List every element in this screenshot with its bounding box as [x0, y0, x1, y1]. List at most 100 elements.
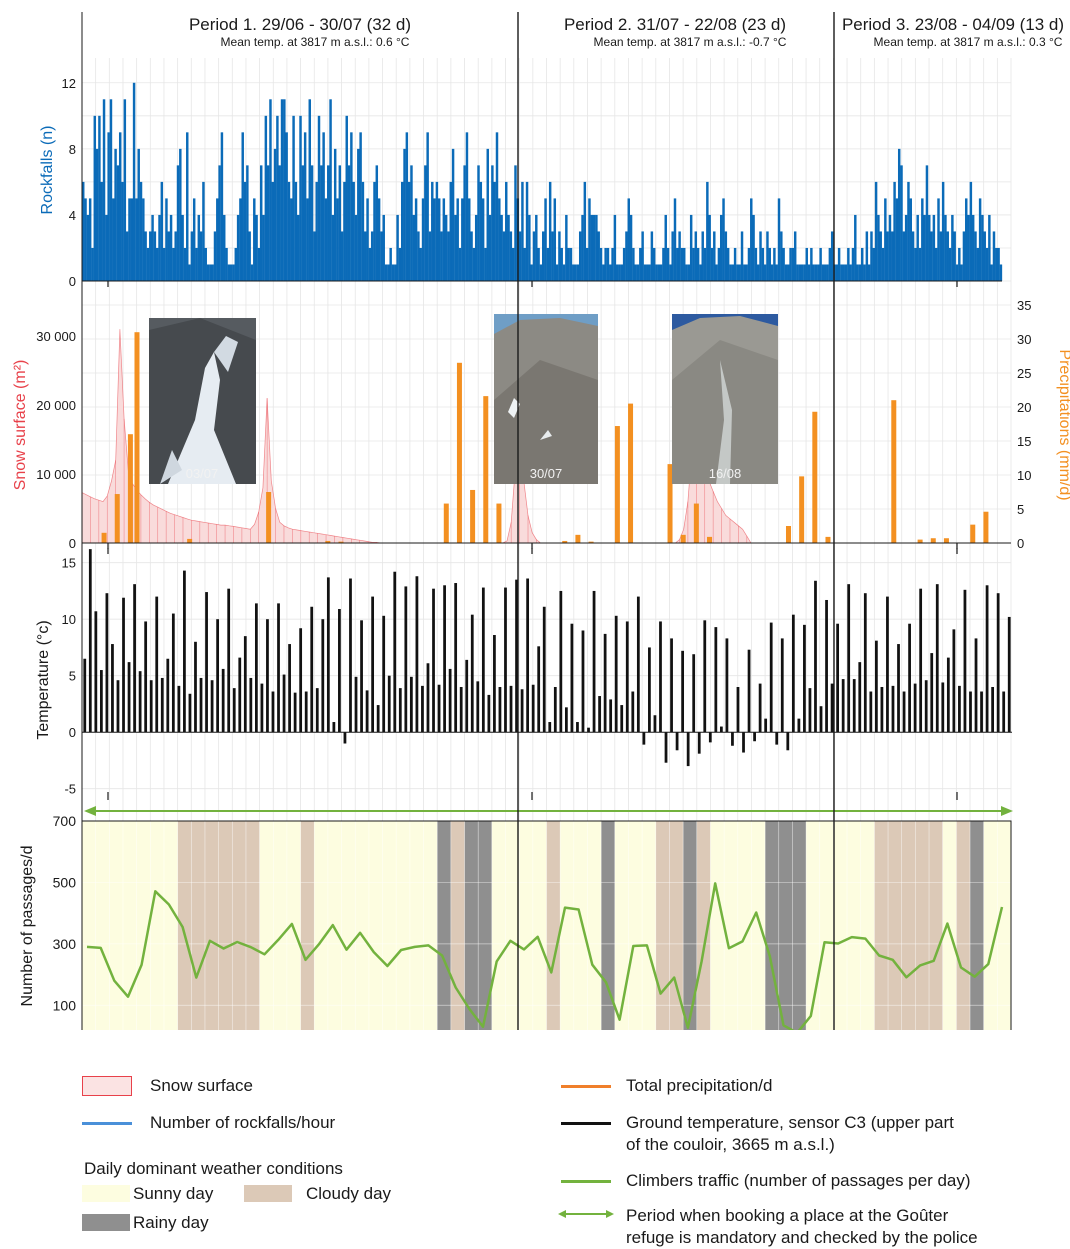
weather-day-cloudy	[218, 821, 233, 1030]
rockfall-bar	[743, 264, 746, 281]
rockfall-bar	[458, 247, 462, 281]
rockfall-bar	[197, 214, 201, 281]
temperature-bar	[171, 613, 175, 733]
temperature-bar	[952, 629, 956, 733]
weather-day-sunny	[286, 821, 301, 1030]
temperature-bar	[443, 585, 446, 733]
rockfall-bar	[451, 148, 455, 281]
rockfall-bar	[632, 247, 635, 281]
rockfall-bar	[923, 214, 926, 281]
weather-day-cloudy	[956, 821, 971, 1030]
rockfall-bar	[738, 264, 741, 281]
temperature-bar	[94, 611, 98, 733]
rockfall-bar	[195, 247, 198, 281]
cloudy-legend-label: Cloudy day	[306, 1184, 392, 1203]
rockfall-bar	[209, 264, 212, 281]
rockfall-bar	[505, 181, 508, 281]
rockfall-bar	[599, 247, 603, 281]
rockfall-bar	[724, 231, 728, 281]
temperature-bar	[631, 691, 635, 733]
rockfall-bar	[329, 99, 332, 281]
rockfall-bar	[213, 231, 217, 281]
rockfall-bar	[190, 231, 194, 281]
temperature-bar	[277, 603, 280, 733]
rockfall-bar	[872, 247, 876, 281]
period-title: Period 2. 31/07 - 22/08 (23 d)	[563, 15, 787, 34]
rockfall-bar	[618, 264, 621, 281]
rockfall-bar	[532, 231, 536, 281]
temperature-bar	[315, 688, 319, 733]
rockfall-bar	[421, 198, 425, 281]
traffic-tick-label: 100	[53, 997, 77, 1013]
weather-day-cloudy	[655, 821, 670, 1030]
rockfall-bar	[773, 247, 776, 281]
rockfall-bar	[537, 247, 540, 281]
temperature-bar	[819, 706, 823, 733]
rockfall-bar	[696, 247, 700, 281]
temperature-bar	[681, 650, 685, 733]
rockfall-bar	[162, 247, 166, 281]
rockfall-bar	[211, 264, 214, 281]
temperature-bar	[958, 685, 961, 733]
rockfall-bar	[888, 214, 892, 281]
rockfall-bar	[798, 264, 802, 281]
rockfalls-tick-label: 12	[62, 76, 76, 91]
traffic-tick-label: 500	[53, 874, 77, 890]
precip-bar	[891, 400, 897, 543]
rockfall-bar	[784, 264, 788, 281]
rockfall-bar	[821, 264, 825, 281]
rockfall-bar	[634, 264, 637, 281]
snow-tick-label: 30 000	[36, 329, 76, 344]
rockfall-bar	[468, 198, 471, 281]
rockfall-bar	[782, 247, 785, 281]
temperature-bar	[387, 675, 391, 733]
rockfall-bar	[521, 181, 524, 281]
snow-axis-label: Snow surface (m²)	[12, 360, 29, 491]
rockfall-bar	[456, 198, 459, 281]
rockfall-bar	[370, 231, 374, 281]
temperature-tick-label: 10	[62, 612, 76, 627]
temperature-bar	[299, 628, 303, 733]
rockfall-bar	[655, 264, 658, 281]
rockfall-bar	[398, 247, 402, 281]
temperature-bar	[260, 683, 264, 733]
temperature-bar	[481, 587, 485, 733]
rockfall-bar	[770, 264, 774, 281]
weather-day-sunny	[942, 821, 957, 1030]
rockfall-bar	[689, 214, 693, 281]
rockfall-bar	[403, 148, 406, 281]
rockfall-bar	[160, 181, 164, 281]
rockfall-bar	[627, 198, 630, 281]
temperature-bar	[454, 583, 458, 733]
rockfall-bar	[622, 247, 626, 281]
temperature-bar	[304, 691, 308, 733]
precip-bar	[456, 362, 462, 543]
weather-day-sunny	[560, 821, 575, 1030]
precip-bar	[917, 539, 923, 543]
period-title: Period 1. 29/06 - 30/07 (32 d)	[188, 15, 412, 34]
weather-day-cloudy	[696, 821, 711, 1030]
temperature-bar	[232, 688, 236, 733]
rockfall-bar	[359, 132, 362, 281]
temperature-bar	[564, 707, 568, 733]
weather-day-sunny	[997, 821, 1012, 1030]
temperature-bar	[825, 599, 828, 733]
rockfall-bar	[930, 231, 933, 281]
rockfalls-legend-label: Number of rockfalls/hour	[150, 1113, 336, 1132]
sunny-swatch	[82, 1185, 130, 1202]
weather-day-rainy	[765, 821, 780, 1030]
temperature-bar	[393, 571, 397, 733]
rockfall-bar	[169, 214, 173, 281]
period-mean-temp: Mean temp. at 3817 m a.s.l.: 0.3 °C	[873, 35, 1063, 49]
temperature-bar	[797, 718, 801, 733]
rockfall-bar	[900, 165, 903, 281]
rockfall-bar	[602, 264, 605, 281]
weather-day-sunny	[423, 821, 438, 1030]
rockfall-bar	[884, 198, 887, 281]
rockfall-bar	[946, 231, 949, 281]
temperature-bar	[216, 619, 220, 733]
rockfall-bar	[810, 247, 813, 281]
rockfall-bar	[745, 264, 748, 281]
rockfall-bar	[715, 264, 718, 281]
rockfall-bar	[350, 132, 353, 281]
